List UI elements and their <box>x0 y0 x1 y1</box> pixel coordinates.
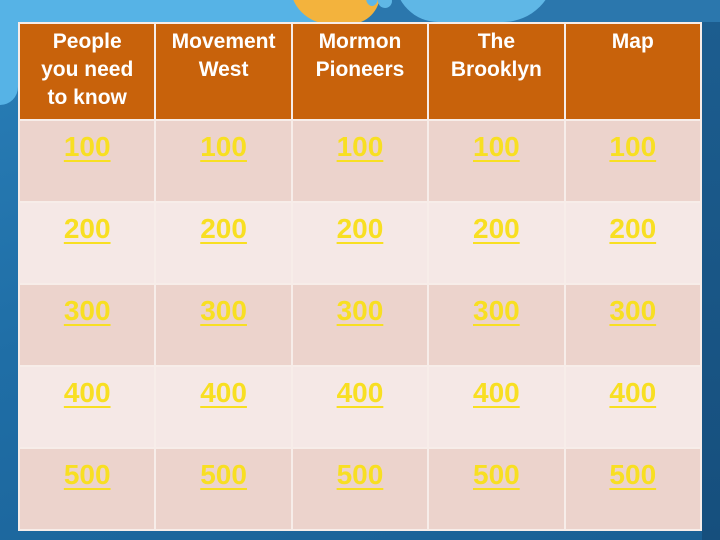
board-cell: 400 <box>154 365 293 449</box>
question-link[interactable]: 100 <box>200 131 247 162</box>
value-row-400: 400 400 400 400 400 <box>17 365 703 449</box>
question-link[interactable]: 300 <box>336 295 384 326</box>
category-the-brooklyn: The Brooklyn <box>427 22 566 121</box>
category-header-row: People you need to know Movement West Mo… <box>17 22 703 121</box>
board-cell: 200 <box>563 201 703 285</box>
question-link[interactable]: 500 <box>63 459 111 490</box>
question-link[interactable]: 100 <box>473 131 520 162</box>
jeopardy-board: People you need to know Movement West Mo… <box>17 22 703 531</box>
question-link[interactable]: 200 <box>473 213 520 244</box>
question-link[interactable]: 300 <box>63 295 111 326</box>
value-row-500: 500 500 500 500 500 <box>17 447 703 531</box>
board-cell: 400 <box>17 365 157 449</box>
board-cell: 300 <box>563 283 703 367</box>
question-link[interactable]: 100 <box>609 131 657 162</box>
value-row-200: 200 200 200 200 200 <box>17 201 703 285</box>
board-cell: 100 <box>290 119 430 203</box>
board-cell: 500 <box>427 447 566 531</box>
board-cell: 500 <box>290 447 430 531</box>
question-link[interactable]: 500 <box>609 459 657 490</box>
board-cell: 200 <box>154 201 293 285</box>
question-link[interactable]: 200 <box>336 213 384 244</box>
background-right-strip <box>702 22 720 540</box>
question-link[interactable]: 500 <box>200 459 247 490</box>
board-cell: 100 <box>563 119 703 203</box>
question-link[interactable]: 500 <box>336 459 384 490</box>
category-map: Map <box>563 22 703 121</box>
background-bubble <box>366 0 378 6</box>
question-link[interactable]: 100 <box>63 131 111 162</box>
background-left-band <box>0 0 18 105</box>
question-link[interactable]: 300 <box>200 295 247 326</box>
board-cell: 200 <box>290 201 430 285</box>
board-cell: 400 <box>427 365 566 449</box>
question-link[interactable]: 200 <box>200 213 247 244</box>
category-movement-west: Movement West <box>154 22 293 121</box>
question-link[interactable]: 200 <box>63 213 111 244</box>
value-row-300: 300 300 300 300 300 <box>17 283 703 367</box>
board-cell: 500 <box>154 447 293 531</box>
board-cell: 100 <box>17 119 157 203</box>
board-cell: 200 <box>17 201 157 285</box>
board-cell: 100 <box>427 119 566 203</box>
board-cell: 100 <box>154 119 293 203</box>
board-cell: 300 <box>427 283 566 367</box>
category-mormon-pioneers: Mormon Pioneers <box>290 22 430 121</box>
question-link[interactable]: 400 <box>609 377 657 408</box>
question-link[interactable]: 400 <box>63 377 111 408</box>
question-link[interactable]: 400 <box>200 377 247 408</box>
board-cell: 400 <box>290 365 430 449</box>
board-cell: 300 <box>154 283 293 367</box>
board-cell: 400 <box>563 365 703 449</box>
board-cell: 500 <box>17 447 157 531</box>
board-cell: 300 <box>17 283 157 367</box>
question-link[interactable]: 400 <box>473 377 520 408</box>
value-row-100: 100 100 100 100 100 <box>17 119 703 203</box>
question-link[interactable]: 200 <box>609 213 657 244</box>
board-cell: 200 <box>427 201 566 285</box>
board-cell: 500 <box>563 447 703 531</box>
background-bubble <box>378 0 392 8</box>
category-people-you-need-to-know: People you need to know <box>17 22 157 121</box>
board-cell: 300 <box>290 283 430 367</box>
question-link[interactable]: 400 <box>336 377 384 408</box>
question-link[interactable]: 300 <box>609 295 657 326</box>
question-link[interactable]: 100 <box>336 131 384 162</box>
question-link[interactable]: 500 <box>473 459 520 490</box>
background-cloud-shape <box>395 0 555 22</box>
question-link[interactable]: 300 <box>473 295 520 326</box>
